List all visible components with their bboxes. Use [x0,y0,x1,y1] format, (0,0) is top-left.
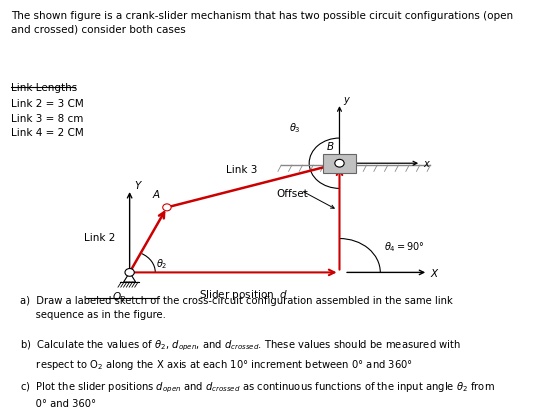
Text: Link 2 = 3 CM: Link 2 = 3 CM [10,99,83,109]
Text: c)  Plot the slider positions $d_{open}$ and $d_{crossed}$ as continuous functio: c) Plot the slider positions $d_{open}$ … [20,381,495,409]
Circle shape [125,269,134,276]
Text: Link 4 = 2 CM: Link 4 = 2 CM [10,129,83,138]
Text: Y: Y [134,181,141,192]
FancyBboxPatch shape [323,154,356,173]
Text: y: y [343,95,349,105]
Circle shape [335,159,344,167]
Text: $\theta_2$: $\theta_2$ [156,257,167,271]
Text: A: A [153,190,160,200]
Text: B: B [326,142,333,152]
Text: $O_2$: $O_2$ [113,290,126,304]
Text: The shown figure is a crank-slider mechanism that has two possible circuit confi: The shown figure is a crank-slider mecha… [10,11,513,34]
Text: $\theta_4 = 90°$: $\theta_4 = 90°$ [384,240,424,254]
Text: Link Lengths: Link Lengths [10,83,77,93]
Circle shape [163,204,171,211]
Text: Offset: Offset [277,189,308,199]
Text: Link 3: Link 3 [226,165,257,175]
Text: a)  Draw a labeled sketch of the cross-circuit configuration assembled in the sa: a) Draw a labeled sketch of the cross-ci… [20,296,453,320]
Text: Slider position  $d$: Slider position $d$ [199,288,289,302]
Text: Link 3 = 8 cm: Link 3 = 8 cm [10,114,83,124]
Text: $\theta_3$: $\theta_3$ [289,122,301,135]
Text: Link 2: Link 2 [84,233,115,243]
Text: x: x [423,159,429,169]
Text: X: X [431,269,438,279]
Text: b)  Calculate the values of $\theta_2$, $d_{open}$, and $d_{crossed}$. These val: b) Calculate the values of $\theta_2$, $… [20,338,461,372]
